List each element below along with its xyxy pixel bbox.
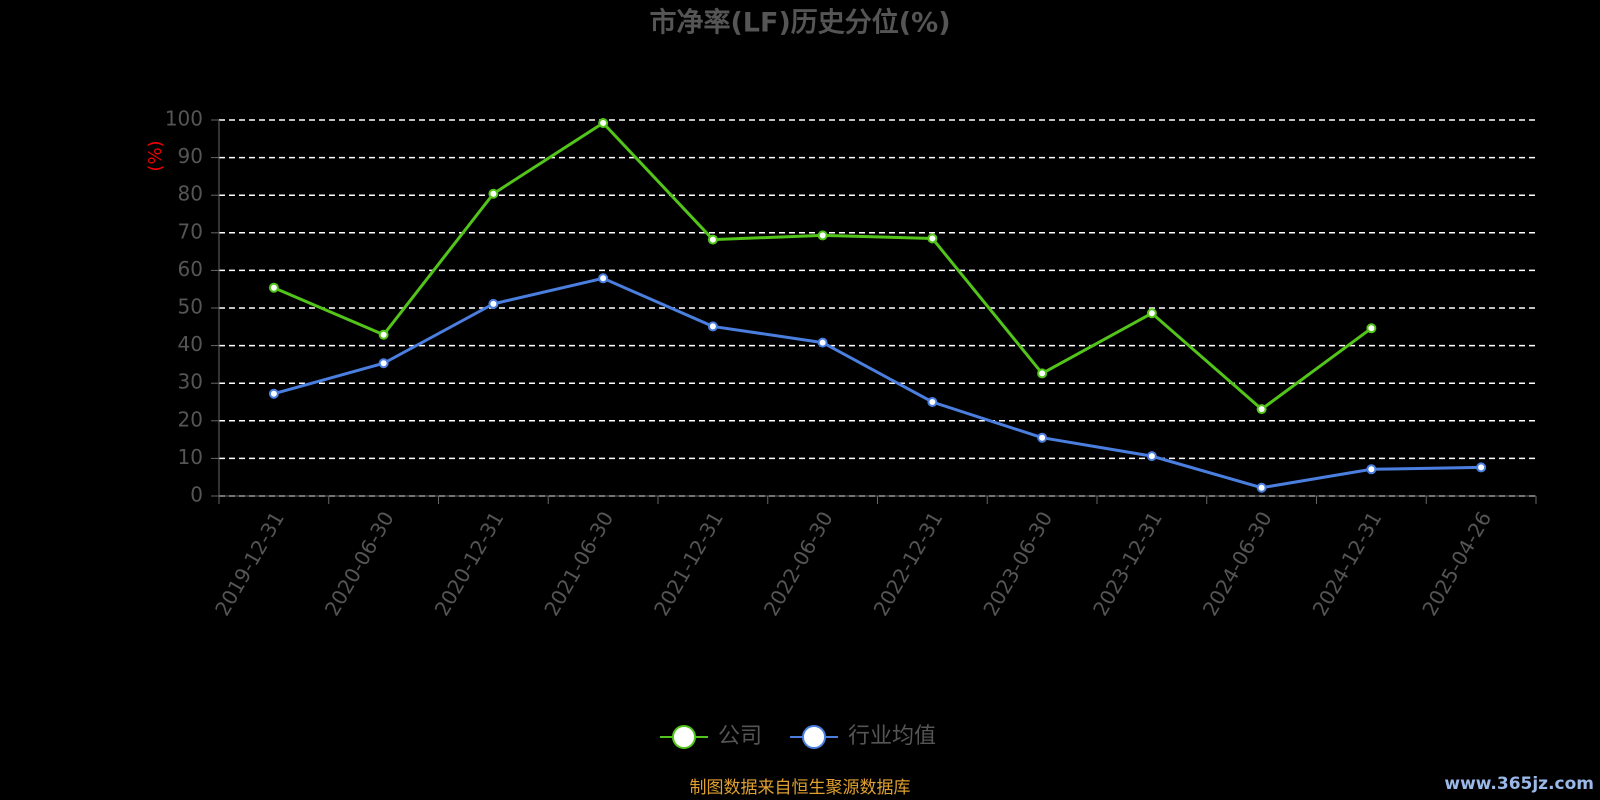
y-tick-label: 50 xyxy=(178,295,203,319)
y-tick-label: 70 xyxy=(178,219,203,243)
point xyxy=(488,298,499,309)
x-tick-label: 2022-12-31 xyxy=(869,507,948,620)
y-tick-label: 60 xyxy=(178,257,203,281)
y-tick-label: 30 xyxy=(178,370,203,394)
legend-marker xyxy=(802,725,827,749)
legend-label: 行业均值 xyxy=(848,724,936,749)
point xyxy=(378,358,389,369)
point xyxy=(817,230,828,241)
point xyxy=(1037,432,1048,443)
y-tick-label: 100 xyxy=(165,107,203,131)
y-tick-label: 90 xyxy=(178,144,203,168)
x-tick-label: 2020-06-30 xyxy=(320,507,399,620)
y-tick-label: 0 xyxy=(190,483,203,507)
point xyxy=(927,233,938,244)
point xyxy=(1037,368,1048,379)
point xyxy=(1366,323,1377,334)
x-tick-label: 2023-12-31 xyxy=(1088,507,1167,620)
x-tick-label: 2024-06-30 xyxy=(1198,507,1277,620)
point xyxy=(378,329,389,340)
point xyxy=(1366,464,1377,475)
point xyxy=(1146,451,1157,462)
x-tick-label: 2021-06-30 xyxy=(539,507,618,620)
x-tick-label: 2022-06-30 xyxy=(759,507,838,620)
point xyxy=(817,337,828,348)
x-tick-label: 2021-12-31 xyxy=(649,507,728,620)
x-tick-label: 2024-12-31 xyxy=(1308,507,1387,620)
y-tick-label: 10 xyxy=(178,445,203,469)
point xyxy=(598,118,609,129)
point xyxy=(1256,482,1267,493)
point xyxy=(268,282,279,293)
point xyxy=(268,388,279,399)
chart-title: 市净率(LF)历史分位(%) xyxy=(649,7,950,39)
point xyxy=(488,188,499,199)
y-tick-label: 40 xyxy=(178,332,203,356)
legend-marker xyxy=(672,725,696,749)
point xyxy=(707,321,718,332)
y-tick-label: 20 xyxy=(178,407,203,431)
x-tick-label: 2025-04-26 xyxy=(1417,507,1496,620)
legend-label: 公司 xyxy=(718,724,762,749)
x-tick-label: 2023-06-30 xyxy=(978,507,1057,620)
series-line xyxy=(273,276,1482,490)
point xyxy=(707,234,718,245)
point xyxy=(1256,404,1267,415)
y-tick-label: 80 xyxy=(178,182,203,206)
point xyxy=(927,397,938,407)
point xyxy=(1476,462,1487,473)
series-line xyxy=(273,121,1373,412)
footer: 制图数据来自恒生聚源数据库 xyxy=(690,778,911,798)
x-tick-label: 2019-12-31 xyxy=(210,507,289,620)
x-tick-label: 2020-12-31 xyxy=(430,507,509,620)
point xyxy=(598,273,609,284)
y-axis-label: (%) xyxy=(145,140,166,171)
watermark: www.365jz.com xyxy=(1444,774,1594,794)
point xyxy=(1146,308,1157,319)
